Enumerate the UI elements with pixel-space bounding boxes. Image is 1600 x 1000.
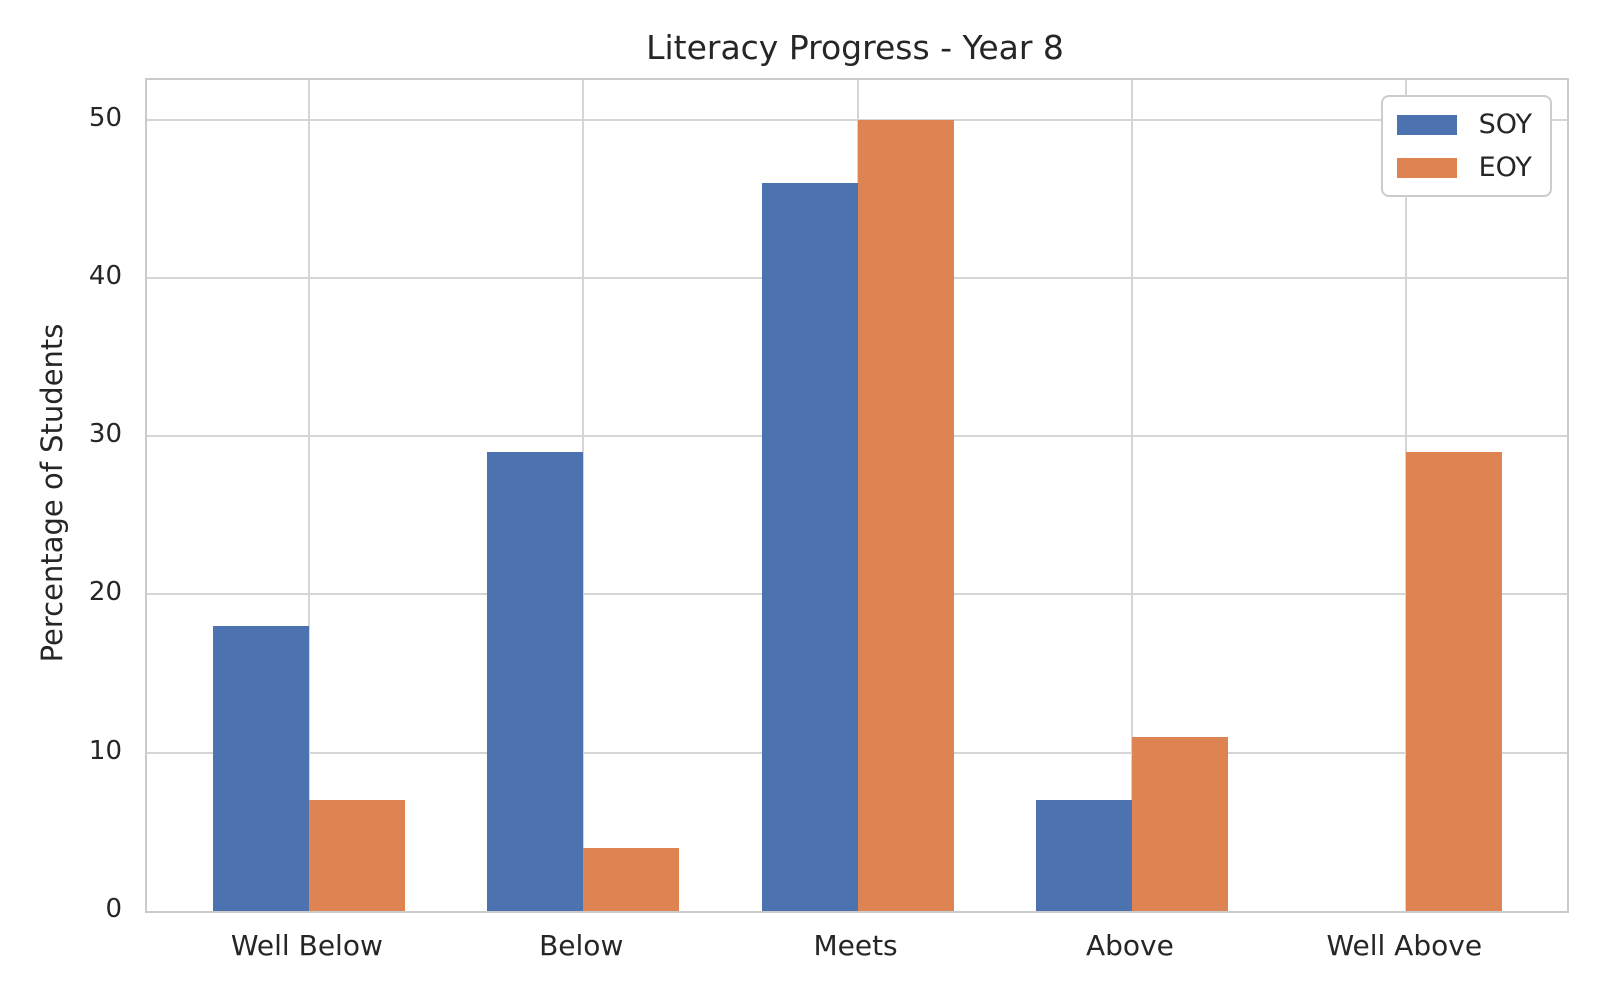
chart-title: Literacy Progress - Year 8 <box>646 28 1064 67</box>
y-tick-label-0: 0 <box>105 894 122 924</box>
bar-soy-0 <box>212 626 309 911</box>
bar-eoy-0 <box>308 800 405 911</box>
legend-label-soy: SOY <box>1478 109 1532 140</box>
x-tick-label-3: Above <box>1085 929 1174 962</box>
gridline-x-0 <box>307 80 310 911</box>
x-tick-label-4: Well Above <box>1326 929 1483 962</box>
y-tick-label-50: 50 <box>88 102 122 133</box>
bar-eoy-1 <box>583 847 680 911</box>
legend-label-eoy: EOY <box>1478 152 1532 183</box>
bar-soy-1 <box>487 451 584 911</box>
x-tick-label-2: Meets <box>813 929 898 962</box>
gridline-x-3 <box>1130 80 1133 911</box>
legend-swatch-soy <box>1396 114 1457 135</box>
y-tick-label-20: 20 <box>88 577 122 608</box>
y-tick-label-10: 10 <box>88 735 122 766</box>
legend-swatch-eoy <box>1396 157 1457 178</box>
y-tick-label-40: 40 <box>88 260 122 291</box>
plot-area: SOY EOY <box>145 78 1569 913</box>
bar-soy-2 <box>761 182 858 911</box>
legend: SOY EOY <box>1380 95 1552 197</box>
gridline-x-1 <box>582 80 585 911</box>
bar-eoy-4 <box>1406 451 1503 911</box>
y-tick-label-30: 30 <box>88 419 122 450</box>
x-tick-label-0: Well Below <box>230 929 383 962</box>
legend-item-eoy: EOY <box>1396 152 1532 183</box>
bar-soy-3 <box>1035 800 1132 911</box>
x-tick-label-1: Below <box>539 929 624 962</box>
bar-eoy-3 <box>1131 736 1228 911</box>
bar-eoy-2 <box>857 119 954 911</box>
legend-item-soy: SOY <box>1396 109 1532 140</box>
y-axis-label: Percentage of Students <box>35 323 69 663</box>
